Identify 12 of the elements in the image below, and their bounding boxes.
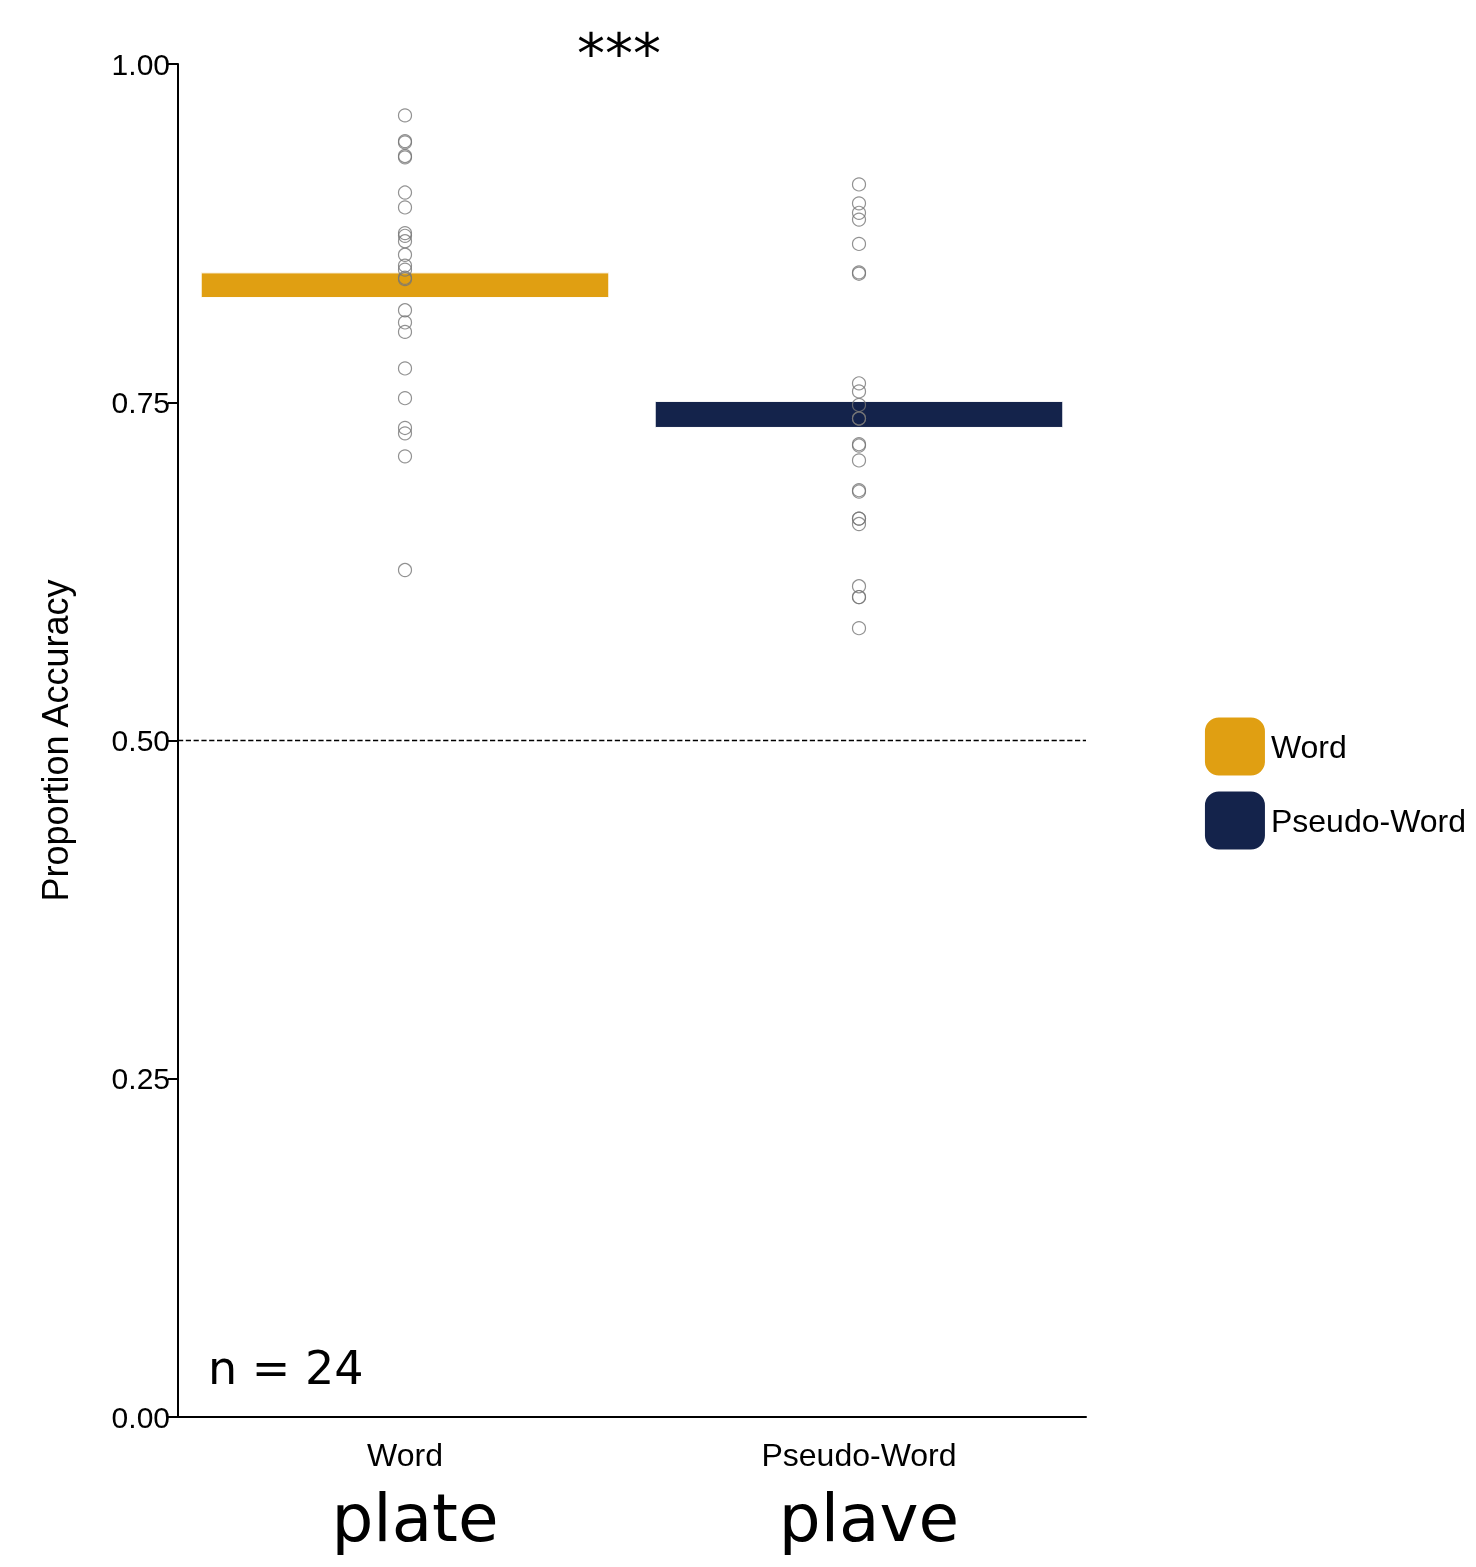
y-tick-label: 0.75 [111, 385, 170, 419]
y-axis-title: Proportion Accuracy [34, 579, 76, 902]
y-tick-label: 0.25 [111, 1062, 170, 1096]
legend-label: Pseudo-Word [1270, 802, 1466, 839]
text: plave [778, 1479, 960, 1557]
annotation: n = 24 [208, 1341, 364, 1395]
y-tick-label: 0.50 [111, 724, 170, 757]
y-tick-label: 0.00 [111, 1400, 170, 1434]
legend-label: Word [1270, 728, 1347, 765]
annotation: *** [577, 20, 661, 86]
text: plate [331, 1479, 499, 1557]
y-tick-label: 1.00 [111, 47, 170, 81]
